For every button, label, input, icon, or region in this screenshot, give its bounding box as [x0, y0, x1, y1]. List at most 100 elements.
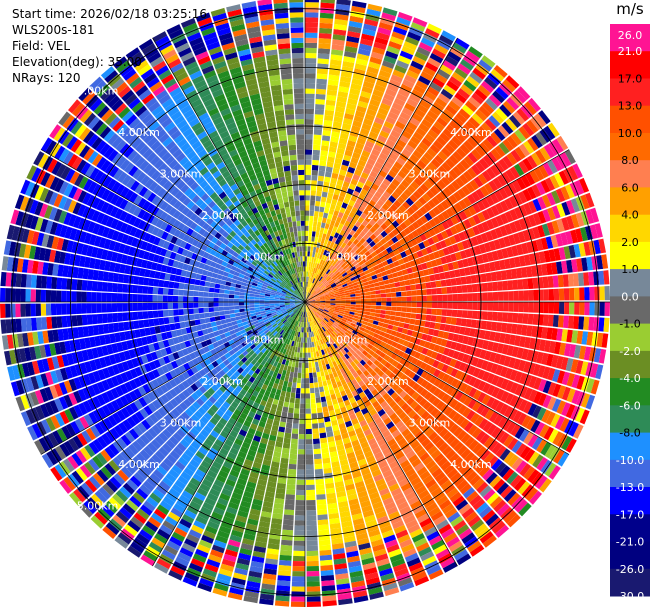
range-gate	[453, 549, 469, 561]
range-gate	[320, 396, 327, 403]
range-gate	[543, 144, 556, 159]
range-gate	[448, 169, 459, 180]
range-gate	[332, 167, 340, 175]
range-gate	[342, 283, 348, 288]
range-gate	[278, 368, 283, 375]
range-gate	[350, 575, 365, 583]
range-gate	[439, 112, 452, 124]
range-gate	[319, 554, 333, 561]
range-gate	[449, 398, 459, 409]
range-gate	[433, 140, 444, 151]
range-gate	[420, 314, 427, 321]
range-gate	[104, 500, 118, 514]
range-gate	[528, 375, 538, 389]
range-gate	[413, 84, 426, 95]
range-gate	[177, 383, 186, 392]
range-gate	[303, 302, 305, 307]
range-gate	[149, 492, 162, 504]
range-gate	[334, 308, 340, 311]
range-gate	[494, 190, 504, 202]
range-gate	[356, 532, 369, 541]
range-gate	[336, 147, 345, 155]
range-gate	[373, 282, 380, 287]
range-gate	[68, 392, 78, 406]
range-gate	[371, 274, 378, 280]
range-gate	[433, 387, 442, 397]
range-gate	[296, 352, 300, 358]
range-gate	[280, 457, 289, 464]
range-gate	[531, 350, 539, 363]
range-gate	[241, 424, 250, 432]
range-gate	[404, 125, 415, 136]
range-gate	[172, 432, 183, 442]
range-gate	[349, 249, 355, 255]
range-gate	[443, 186, 453, 197]
range-gate	[308, 306, 312, 311]
range-gate	[209, 417, 219, 426]
range-gate	[269, 327, 275, 333]
range-gate	[307, 342, 310, 348]
range-gate	[324, 296, 331, 299]
range-gate	[153, 508, 167, 520]
range-gate	[467, 167, 477, 179]
range-gate	[241, 495, 253, 504]
range-gate	[325, 299, 331, 301]
range-gate	[197, 582, 213, 593]
range-gate	[554, 172, 565, 187]
range-gate	[341, 361, 347, 368]
range-gate	[486, 252, 494, 262]
range-gate	[289, 317, 293, 323]
range-gate	[312, 428, 319, 434]
range-gate	[456, 162, 467, 174]
range-gate	[235, 385, 243, 393]
range-gate	[350, 83, 362, 91]
range-gate	[364, 260, 371, 266]
range-gate	[224, 549, 238, 558]
range-gate	[489, 496, 503, 509]
range-gate	[513, 256, 521, 268]
range-gate	[292, 428, 299, 434]
range-gate	[486, 167, 497, 180]
range-gate	[353, 284, 359, 289]
range-gate	[307, 316, 310, 323]
range-gate	[518, 399, 528, 412]
range-gate	[518, 359, 526, 372]
range-gate	[311, 290, 316, 295]
range-gate	[403, 323, 410, 329]
range-gate	[439, 240, 447, 249]
range-gate	[424, 28, 440, 39]
range-gate	[317, 68, 328, 75]
range-gate	[468, 376, 477, 387]
range-gate	[311, 289, 315, 295]
range-gate	[583, 241, 591, 256]
range-gate	[561, 260, 568, 274]
range-gate	[428, 535, 443, 546]
range-gate	[367, 487, 378, 495]
range-gate	[307, 327, 310, 333]
range-gate	[365, 433, 375, 441]
range-gate	[501, 344, 509, 355]
range-gate	[264, 563, 278, 570]
range-gate	[291, 438, 298, 445]
range-gate	[351, 320, 358, 325]
range-gate	[535, 238, 544, 251]
range-gate	[461, 532, 476, 545]
range-gate	[316, 252, 321, 259]
range-gate	[189, 352, 197, 360]
range-gate	[471, 148, 482, 161]
range-gate	[266, 486, 276, 493]
range-gate	[445, 104, 458, 116]
range-gate	[262, 459, 272, 467]
range-gate	[306, 317, 309, 323]
range-gate	[412, 571, 427, 582]
range-gate	[222, 413, 231, 422]
range-gate	[227, 592, 243, 601]
range-gate	[527, 403, 538, 416]
range-gate	[401, 179, 410, 189]
range-gate	[306, 601, 321, 607]
range-gate	[401, 148, 412, 158]
range-gate	[456, 285, 463, 294]
range-gate	[471, 427, 482, 439]
range-gate	[305, 307, 307, 313]
range-gate	[327, 405, 334, 412]
